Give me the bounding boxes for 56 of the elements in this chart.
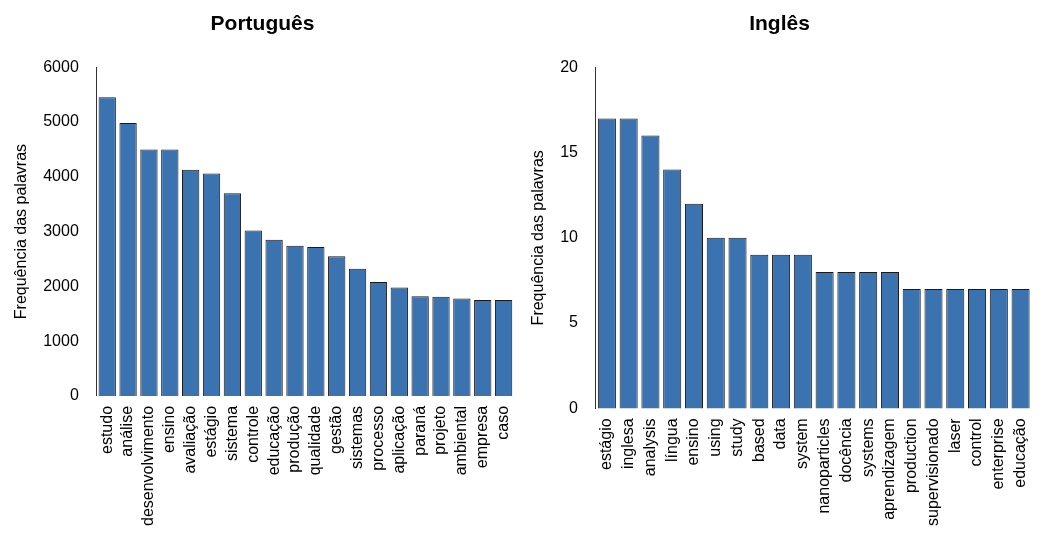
x-tick-label: controle [243,405,261,463]
x-tick-label: gestão [327,405,345,454]
x-tick-label: qualidade [306,405,324,476]
x-tick-label: sistemas [347,405,365,470]
x-tick-label: data [771,418,789,450]
x-tick-label: estudo [97,405,115,454]
x-tick-label: docência [836,418,854,483]
y-tick-label: 4000 [43,167,79,185]
y-tick-label: 15 [560,142,579,160]
x-tick-label: análise [118,405,136,457]
x-tick-label: aplicação [389,405,407,474]
x-tick-label: production [902,418,920,494]
x-tick-label: produção [285,405,303,473]
y-tick-label: 3000 [43,221,79,239]
x-tick-label: system [793,418,811,470]
x-tick-label: ambiental [452,405,470,476]
x-tick-label: enterprise [989,418,1007,490]
y-axis-title: Frequência das palavras [529,150,547,326]
y-tick-label: 20 [560,57,579,75]
x-tick-label: estágio [597,418,615,470]
x-tick-label: processo [368,405,386,471]
x-tick-label: analysis [640,418,658,477]
x-tick-label: based [749,418,767,462]
y-tick-label: 5 [569,313,579,331]
x-tick-label: língua [662,418,680,462]
x-tick-label: sistema [222,405,240,462]
x-tick-label: aprendizagem [880,418,898,520]
y-tick-label: 1000 [43,331,79,349]
x-tick-label: inglesa [619,418,637,470]
x-tick-label: nanoparticles [815,418,833,514]
x-tick-label: laser [945,417,963,454]
x-tick-label: desenvolvimento [139,405,157,527]
x-tick-label: educação [1011,418,1029,488]
x-tick-label: educação [264,405,282,476]
x-tick-label: systems [858,418,876,478]
x-tick-label: control [967,418,985,467]
x-tick-label: projeto [431,405,449,455]
y-axis-title: Frequência das palavras [12,143,30,320]
chart-title: Português [210,11,315,35]
x-tick-label: ensino [684,418,702,466]
y-tick-label: 6000 [43,57,79,75]
x-tick-label: empresa [473,405,491,469]
x-tick-label: ensino [160,405,178,454]
x-tick-label: study [727,418,745,457]
chart-title: Inglês [749,11,810,35]
y-tick-label: 0 [69,386,79,404]
y-tick-label: 0 [569,398,579,416]
x-tick-label: caso [494,405,512,440]
y-tick-label: 2000 [43,276,79,294]
x-tick-label: estágio [201,405,219,458]
x-tick-label: supervisionado [923,418,941,526]
y-tick-label: 10 [560,228,579,246]
x-tick-label: avaliação [181,405,199,474]
y-tick-label: 5000 [43,112,79,130]
x-tick-label: using [706,418,724,457]
x-tick-label: paraná [410,405,428,456]
